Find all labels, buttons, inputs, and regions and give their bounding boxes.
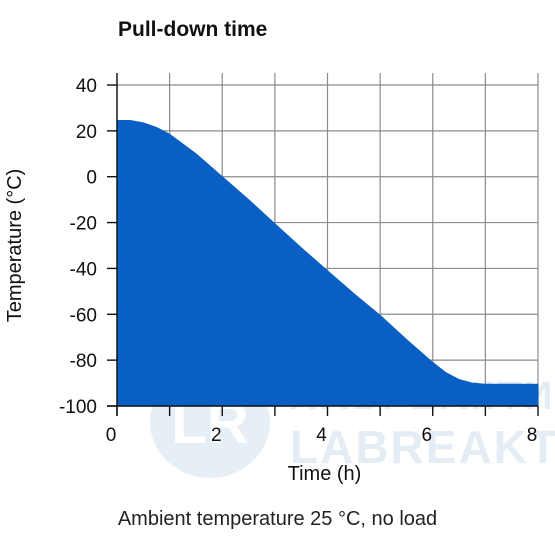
chart-caption: Ambient temperature 25 °C, no load bbox=[117, 508, 438, 530]
y-tick-label: -20 bbox=[70, 214, 97, 235]
y-axis-label: Temperature (°C) bbox=[4, 169, 26, 323]
y-tick-label: 0 bbox=[86, 168, 97, 189]
y-tick-label: -60 bbox=[70, 305, 97, 326]
x-tick-label: 2 bbox=[211, 425, 222, 446]
y-tick-label: 20 bbox=[76, 122, 97, 143]
tick-labels: 40 20 0 -20 -40 -60 -80 -100 0 2 4 6 8 bbox=[59, 76, 537, 446]
x-tick-label: 0 bbox=[106, 425, 117, 446]
x-axis-label: Time (h) bbox=[288, 463, 362, 485]
y-tick-label: -80 bbox=[70, 351, 97, 372]
series-area bbox=[116, 120, 539, 407]
axes bbox=[107, 73, 539, 416]
x-tick-label: 6 bbox=[421, 425, 432, 446]
chart-title: Pull-down time bbox=[118, 18, 268, 41]
y-tick-label: -100 bbox=[59, 397, 97, 418]
x-tick-label: 4 bbox=[316, 425, 327, 446]
y-tick-label: 40 bbox=[76, 76, 97, 97]
x-tick-label: 8 bbox=[527, 425, 538, 446]
y-tick-label: -40 bbox=[70, 259, 97, 280]
